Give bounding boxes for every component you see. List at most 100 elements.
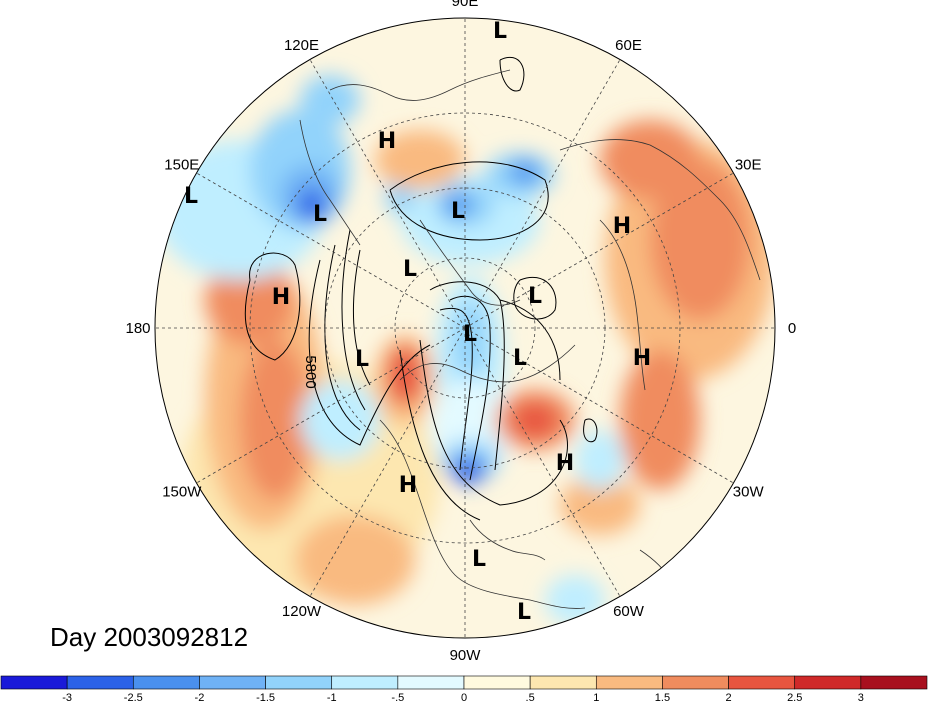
- meridian-line: [309, 327, 466, 597]
- coastline: [329, 69, 511, 101]
- contour-line: [513, 276, 557, 320]
- meridian-line: [464, 172, 734, 329]
- contour-line: [399, 349, 481, 521]
- high-pressure-marker: H: [272, 285, 290, 310]
- colorbar-tick-label: 2.5: [787, 692, 802, 702]
- colorbar-swatch: [132, 675, 200, 690]
- coastline: [559, 139, 761, 281]
- low-pressure-marker: L: [355, 347, 369, 372]
- coastline: [379, 419, 586, 609]
- contour-value-label: 5800: [302, 355, 319, 388]
- longitude-label: 120W: [282, 603, 322, 620]
- contour-line: [389, 161, 549, 241]
- low-pressure-marker: L: [517, 600, 531, 625]
- colorbar-tick-label: -2: [195, 692, 205, 702]
- meridian-line: [464, 327, 734, 484]
- anomaly-patch: [650, 160, 750, 320]
- low-pressure-marker: L: [472, 547, 486, 572]
- longitude-label: 120E: [284, 37, 319, 54]
- colorbar-swatch: [0, 675, 68, 690]
- colorbar-tick-label: 1.5: [655, 692, 670, 702]
- high-pressure-marker: H: [613, 214, 631, 239]
- coastline: [399, 344, 576, 383]
- colorbar-tick-label: .5: [526, 692, 535, 702]
- colorbar-tick-label: -2.5: [124, 692, 143, 702]
- colorbar-swatch: [463, 675, 531, 690]
- coastline: [599, 219, 646, 391]
- contour-line: [419, 339, 568, 506]
- meridian-line: [196, 327, 466, 484]
- longitude-label: 60E: [615, 37, 642, 54]
- coastline: [419, 219, 521, 306]
- anomaly-patch: [240, 340, 310, 500]
- low-pressure-marker: L: [528, 284, 542, 309]
- colorbar-tick-label: -3: [62, 692, 72, 702]
- longitude-label: 30W: [733, 484, 765, 501]
- colorbar: -3 -2.5 -2 -1.5 -1 -.5 0 .5 1 1.5 2 2.5 3: [0, 675, 928, 702]
- anomaly-patch: [513, 402, 557, 438]
- meridian-line: [464, 59, 621, 329]
- low-pressure-marker: L: [463, 322, 477, 347]
- anomaly-patch: [510, 160, 540, 184]
- longitude-labels: 90E 60E 30E 0 30W 60W 90W 120W 150W 180 150E 120E: [125, 0, 796, 664]
- coastline: [469, 519, 546, 561]
- coastlines: [299, 69, 761, 609]
- longitude-label: 30E: [735, 157, 762, 174]
- longitude-label: 60W: [613, 603, 645, 620]
- longitude-label: 150E: [164, 157, 199, 174]
- low-pressure-marker: L: [184, 184, 198, 209]
- map-boundary: [154, 17, 776, 639]
- colorbar-swatch: [595, 675, 663, 690]
- low-pressure-marker: L: [493, 19, 507, 44]
- contour-line: [429, 281, 505, 471]
- colorbar-swatch: [728, 675, 796, 690]
- colorbar-tick-label: 0: [461, 692, 467, 702]
- anomaly-patch: [575, 430, 625, 490]
- latitude-circle: [249, 112, 681, 544]
- colorbar-tick-label: 3: [858, 692, 864, 702]
- low-pressure-marker: L: [513, 346, 527, 371]
- contour-line: [583, 418, 598, 443]
- low-pressure-marker: L: [403, 257, 417, 282]
- longitude-label: 150W: [162, 484, 202, 501]
- meridian-line: [309, 59, 466, 329]
- anomaly-patch: [452, 300, 488, 380]
- meridian-line: [464, 327, 621, 597]
- contour-line: [324, 244, 361, 431]
- high-pressure-marker: H: [399, 473, 417, 498]
- colorbar-swatch: [662, 675, 729, 690]
- colorbar-swatch: [199, 675, 266, 690]
- longitude-label: 180: [125, 320, 150, 337]
- colorbar-swatch: [66, 675, 134, 690]
- meridian-line: [196, 172, 466, 329]
- contour-line: [244, 252, 301, 361]
- colorbar-swatch: [397, 675, 465, 690]
- colorbar-tick-label: 1: [593, 692, 599, 702]
- colorbar-tick-label: -1: [327, 692, 337, 702]
- anomaly-patch: [620, 350, 700, 490]
- anomaly-patch: [298, 189, 326, 221]
- longitude-label: 90W: [450, 647, 482, 664]
- longitude-label: 90E: [452, 0, 479, 10]
- graticule: [155, 18, 775, 638]
- anomaly-patch: [300, 380, 380, 460]
- colorbar-tick-label: -1.5: [256, 692, 275, 702]
- anomaly-patch: [450, 456, 486, 484]
- anomaly-patch: [300, 75, 360, 125]
- contour-line: [439, 307, 473, 471]
- colorbar-swatch: [860, 675, 928, 690]
- anomaly-patch: [600, 120, 700, 200]
- longitude-label: 0: [788, 320, 796, 337]
- colorbar-swatch: [265, 675, 333, 690]
- contour-line: [499, 299, 561, 381]
- anomaly-patch: [295, 515, 415, 605]
- anomaly-patch: [560, 475, 640, 535]
- colorbar-swatch: [331, 675, 399, 690]
- high-pressure-marker: H: [378, 129, 396, 154]
- pressure-center-markers: L H L L L H L H L L L L H H H L L: [184, 19, 651, 625]
- colorbar-tick-label: -.5: [391, 692, 404, 702]
- low-pressure-marker: L: [451, 199, 465, 224]
- colorbar-swatch: [529, 675, 597, 690]
- contour-line: [449, 295, 491, 481]
- contour-line: [499, 56, 525, 92]
